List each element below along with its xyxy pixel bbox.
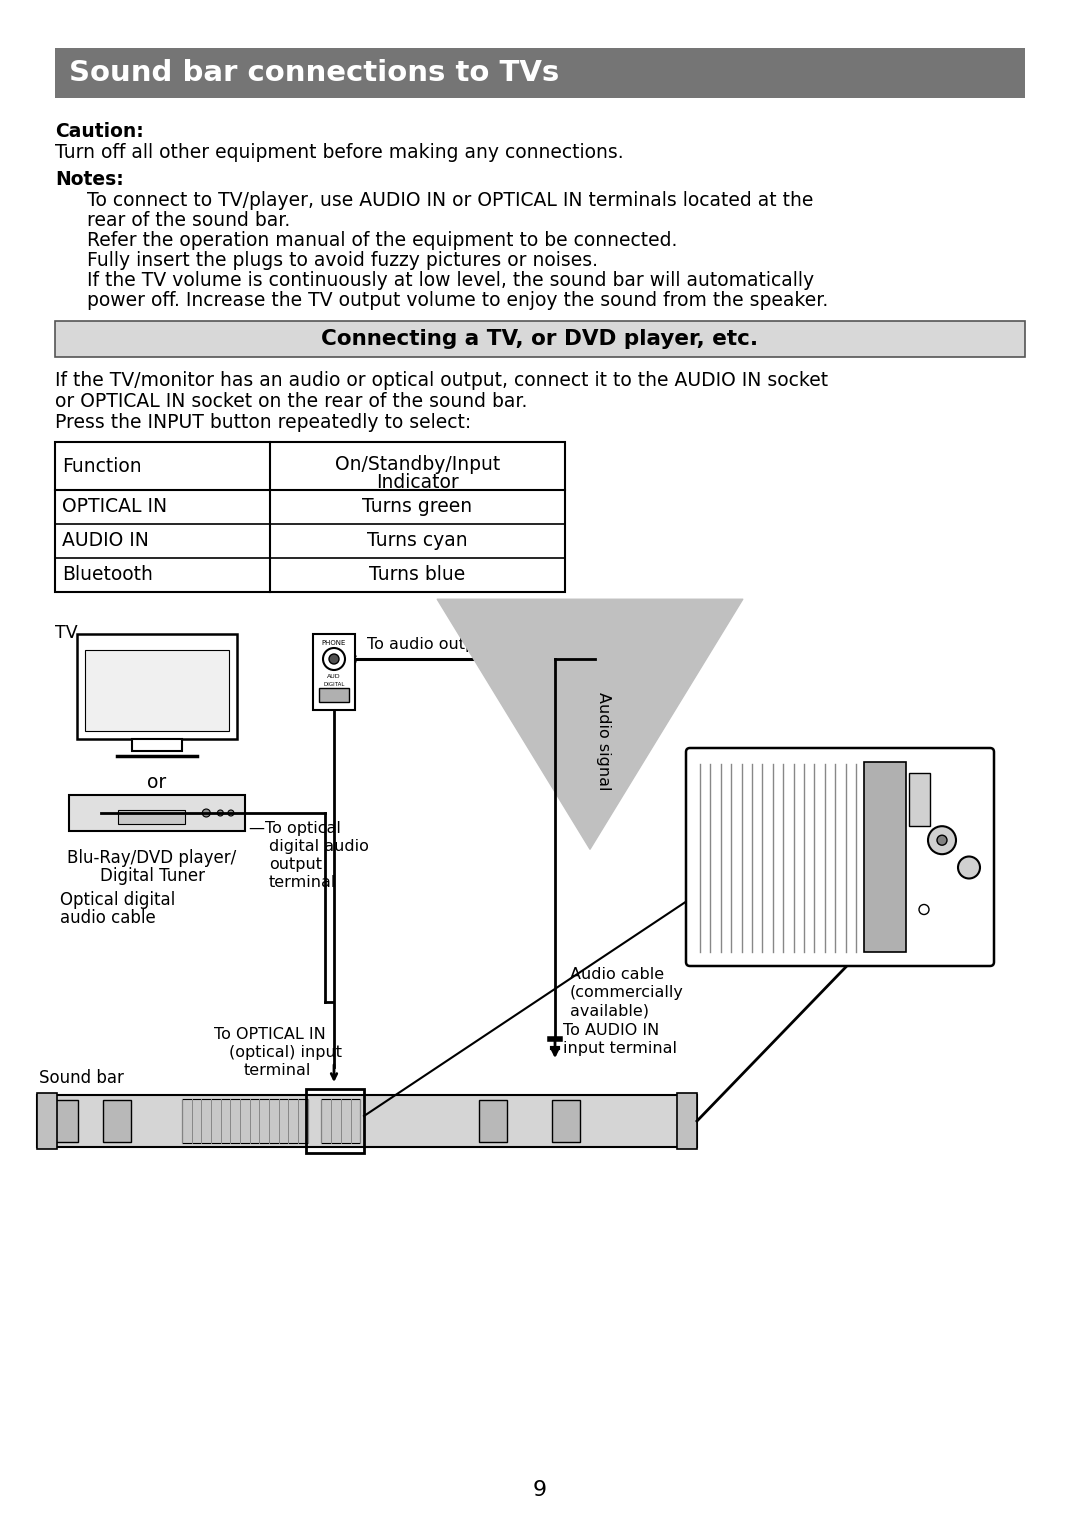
Circle shape <box>329 654 339 664</box>
Text: Connecting a TV, or DVD player, etc.: Connecting a TV, or DVD player, etc. <box>322 329 758 349</box>
Text: Press the INPUT button repeatedly to select:: Press the INPUT button repeatedly to sel… <box>55 412 471 432</box>
Bar <box>77 635 237 740</box>
Text: Caution:: Caution: <box>55 122 144 142</box>
Bar <box>103 1100 131 1142</box>
Circle shape <box>217 810 224 816</box>
Text: Audio cable: Audio cable <box>570 966 664 982</box>
Text: AUDIO IN: AUDIO IN <box>62 531 149 551</box>
Bar <box>306 1090 364 1154</box>
Text: Sound bar connections to TVs: Sound bar connections to TVs <box>69 59 559 87</box>
Text: terminal: terminal <box>269 875 336 890</box>
Bar <box>321 1099 361 1143</box>
Bar <box>55 441 565 592</box>
Text: Audio signal: Audio signal <box>596 693 611 790</box>
Text: On/Standby/Input: On/Standby/Input <box>335 455 500 473</box>
Circle shape <box>958 857 980 878</box>
Text: Fully insert the plugs to avoid fuzzy pictures or noises.: Fully insert the plugs to avoid fuzzy pi… <box>87 251 598 269</box>
Text: To OPTICAL IN: To OPTICAL IN <box>214 1027 326 1043</box>
Text: or OPTICAL IN socket on the rear of the sound bar.: or OPTICAL IN socket on the rear of the … <box>55 393 527 411</box>
Text: Digital Tuner: Digital Tuner <box>99 868 204 884</box>
Text: 9: 9 <box>532 1479 548 1501</box>
Text: output: output <box>269 857 322 872</box>
Text: Bluetooth: Bluetooth <box>62 566 153 584</box>
Text: —To optical: —To optical <box>249 820 341 836</box>
Bar <box>37 1093 57 1149</box>
Circle shape <box>928 826 956 854</box>
Circle shape <box>228 810 234 816</box>
Text: To AUDIO IN: To AUDIO IN <box>563 1023 659 1038</box>
Bar <box>132 740 183 750</box>
Text: (optical) input: (optical) input <box>229 1046 342 1059</box>
Text: If the TV/monitor has an audio or optical output, connect it to the AUDIO IN soc: If the TV/monitor has an audio or optica… <box>55 371 828 390</box>
Bar <box>909 773 930 825</box>
Text: Turns blue: Turns blue <box>369 566 465 584</box>
Text: Optical digital: Optical digital <box>60 890 175 909</box>
Text: Refer the operation manual of the equipment to be connected.: Refer the operation manual of the equipm… <box>87 231 677 250</box>
Text: input terminal: input terminal <box>563 1041 677 1056</box>
Bar <box>119 810 185 823</box>
Bar <box>85 650 229 731</box>
Text: rear of the sound bar.: rear of the sound bar. <box>87 212 291 230</box>
Text: Notes:: Notes: <box>55 170 124 189</box>
Circle shape <box>919 904 929 915</box>
Text: terminal: terminal <box>244 1062 311 1078</box>
FancyBboxPatch shape <box>686 747 994 966</box>
Bar <box>55 49 1025 97</box>
Bar <box>313 635 355 709</box>
Text: available): available) <box>570 1003 649 1018</box>
Bar <box>69 794 245 831</box>
Bar <box>552 1100 580 1142</box>
Text: TV: TV <box>55 624 78 642</box>
Bar <box>55 321 1025 358</box>
Text: Blu-Ray/DVD player/: Blu-Ray/DVD player/ <box>67 849 237 868</box>
Text: If the TV volume is continuously at low level, the sound bar will automatically: If the TV volume is continuously at low … <box>87 271 814 291</box>
Text: To audio output terminals: To audio output terminals <box>367 638 572 651</box>
Circle shape <box>202 810 211 817</box>
Text: AUD: AUD <box>327 674 341 679</box>
Bar <box>50 1100 78 1142</box>
Text: Turns cyan: Turns cyan <box>367 531 468 551</box>
Text: Turns green: Turns green <box>363 498 473 516</box>
Text: (commercially: (commercially <box>570 985 684 1000</box>
Bar <box>319 688 349 702</box>
Text: power off. Increase the TV output volume to enjoy the sound from the speaker.: power off. Increase the TV output volume… <box>87 291 828 310</box>
Bar <box>183 1099 308 1143</box>
Text: To connect to TV/player, use AUDIO IN or OPTICAL IN terminals located at the: To connect to TV/player, use AUDIO IN or… <box>87 190 813 210</box>
Bar <box>677 1093 697 1149</box>
Bar <box>480 1100 508 1142</box>
Text: DIGITAL: DIGITAL <box>323 682 345 686</box>
Bar <box>37 1094 697 1148</box>
Text: digital audio: digital audio <box>269 839 369 854</box>
Text: PHONE: PHONE <box>322 639 347 645</box>
Circle shape <box>937 836 947 845</box>
Circle shape <box>323 648 345 670</box>
Text: Function: Function <box>62 457 141 475</box>
Text: Indicator: Indicator <box>376 473 459 492</box>
Text: Turn off all other equipment before making any connections.: Turn off all other equipment before maki… <box>55 143 623 161</box>
Text: OPTICAL IN: OPTICAL IN <box>62 498 167 516</box>
Bar <box>864 763 906 951</box>
Text: audio cable: audio cable <box>60 909 156 927</box>
Text: Sound bar: Sound bar <box>39 1068 124 1087</box>
Text: or: or <box>147 773 166 791</box>
